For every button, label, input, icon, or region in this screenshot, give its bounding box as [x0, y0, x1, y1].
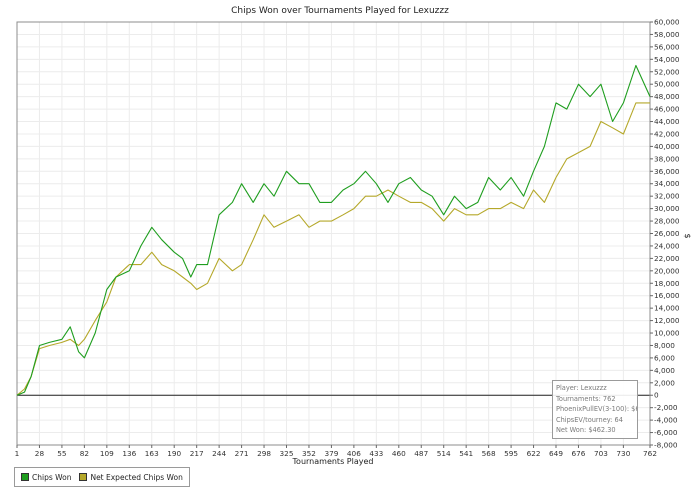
x-tick-label: 379 — [324, 449, 338, 458]
y-tick-label: 44,000 — [654, 117, 680, 126]
series-line-chips-won — [16, 64, 651, 396]
x-tick-label: 109 — [100, 449, 114, 458]
series-line-net-expected — [16, 102, 650, 396]
x-tick-label: 190 — [167, 449, 181, 458]
x-tick-label: 676 — [571, 449, 585, 458]
y-tick-label: 52,000 — [654, 67, 680, 76]
legend-item-chips-won: Chips Won — [21, 473, 71, 482]
x-tick-label: 1 — [15, 449, 20, 458]
y-tick-label: 22,000 — [654, 254, 680, 263]
chart-title: Chips Won over Tournaments Played for Le… — [231, 6, 449, 16]
x-tick-label: 136 — [122, 449, 136, 458]
y-tick-label: 46,000 — [654, 105, 680, 114]
x-tick-label: 541 — [459, 449, 473, 458]
y-tick-label: 24,000 — [654, 241, 680, 250]
y-tick-label: 56,000 — [654, 42, 680, 51]
y-tick-label: 38,000 — [654, 154, 680, 163]
y-tick-label: 48,000 — [654, 92, 680, 101]
x-tick-label: 649 — [549, 449, 563, 458]
x-axis-label: Tournaments Played — [292, 457, 374, 466]
y-tick-label: -6,000 — [654, 428, 678, 437]
x-tick-label: 217 — [190, 449, 204, 458]
y-tick-label: 0 — [654, 391, 659, 400]
axis-labels: -8,000 -6,000 -4,000 -2,000 0 2,000 4,000 6,000… — [15, 18, 680, 459]
y-tick-label: 12,000 — [654, 316, 680, 325]
x-tick-label: 244 — [212, 449, 226, 458]
y-tick-label: -8,000 — [654, 441, 678, 450]
y-tick-label: 2,000 — [654, 378, 675, 387]
x-tick-label: 514 — [437, 449, 451, 458]
y-tick-label: 60,000 — [654, 18, 680, 27]
x-tick-label: 762 — [643, 449, 657, 458]
x-tick-label: 703 — [594, 449, 608, 458]
x-tick-label: 622 — [527, 449, 541, 458]
y-tick-label: 32,000 — [654, 192, 680, 201]
grid — [16, 21, 651, 446]
player-name: Player: Lexuzzz — [556, 384, 607, 392]
y-tick-label: 40,000 — [654, 142, 680, 151]
tournaments-count: Tournaments: 762 — [556, 394, 616, 403]
y-tick-label: 14,000 — [654, 304, 680, 313]
x-tick-label: 433 — [369, 449, 383, 458]
y-tick-label: 10,000 — [654, 329, 680, 338]
x-tick-label: 460 — [392, 449, 406, 458]
y-tick-label: -4,000 — [654, 416, 678, 425]
y-tick-label: 30,000 — [654, 204, 680, 213]
x-tick-label: 595 — [504, 449, 518, 458]
y-tick-label: 26,000 — [654, 229, 680, 238]
x-tick-label: 298 — [257, 449, 271, 458]
net-won: Net Won: $462.30 — [556, 426, 616, 435]
legend-label-net-expected: Net Expected Chips Won — [90, 472, 183, 482]
x-tick-label: 406 — [347, 449, 361, 458]
x-tick-label: 163 — [145, 449, 159, 458]
y-tick-label: 28,000 — [654, 217, 680, 226]
x-tick-label: 271 — [235, 449, 249, 458]
legend-swatch-net-expected — [79, 473, 88, 481]
y-tick-label: 20,000 — [654, 266, 680, 275]
y-tick-label: 36,000 — [654, 167, 680, 176]
x-tick-label: 352 — [302, 449, 316, 458]
x-tick-label: 82 — [80, 449, 89, 458]
x-tick-label: 28 — [35, 449, 45, 458]
y-tick-label: 54,000 — [654, 55, 680, 64]
y-tick-label: 6,000 — [654, 353, 675, 362]
y-tick-label: 50,000 — [654, 80, 680, 89]
legend: Chips Won Net Expected Chips Won — [14, 467, 190, 487]
y-tick-label: 42,000 — [654, 129, 680, 138]
y-tick-label: 34,000 — [654, 179, 680, 188]
x-tick-label: 568 — [482, 449, 496, 458]
legend-swatch-chips-won — [21, 473, 29, 481]
series-layer — [16, 64, 651, 396]
y-axis-label: $ — [683, 233, 692, 238]
y-tick-label: 16,000 — [654, 291, 680, 300]
y-tick-label: 8,000 — [654, 341, 675, 350]
x-tick-label: 325 — [280, 449, 294, 458]
y-tick-label: 4,000 — [654, 366, 675, 375]
x-tick-label: 730 — [616, 449, 630, 458]
chips-ev-per-tourney: ChipsEV/tourney: 64 — [556, 415, 623, 424]
y-tick-label: 58,000 — [654, 30, 680, 39]
x-tick-label: 487 — [414, 449, 428, 458]
legend-item-net-expected: Net Expected Chips Won — [79, 472, 183, 482]
x-tick-label: 55 — [57, 449, 66, 458]
y-tick-label: -2,000 — [654, 403, 678, 412]
player-stats-box: Player: Lexuzzz Tournaments: 762 Phoenix… — [552, 380, 638, 439]
phoenix-pull-ev: PhoenixPullEV(3-100): $620.81 — [556, 405, 637, 414]
legend-label-chips-won: Chips Won — [32, 472, 72, 482]
y-tick-label: 18,000 — [654, 279, 680, 288]
